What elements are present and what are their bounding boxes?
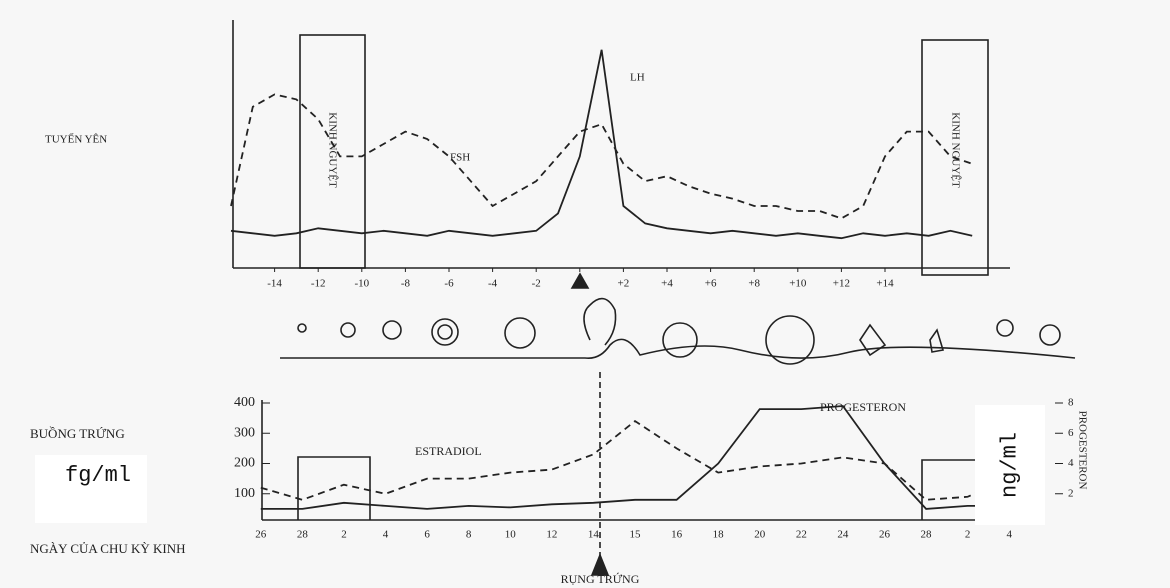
follicle [432, 319, 458, 345]
x-tick-label: 28 [297, 529, 309, 541]
y2-unit: ng/ml [998, 432, 1023, 498]
x-tick-label: 18 [713, 529, 725, 541]
y2-tick-label: 6 [1068, 427, 1074, 439]
follicle [505, 318, 535, 348]
series-line [231, 94, 972, 218]
corpus-albicans [930, 330, 943, 352]
x-tick-label: -10 [354, 278, 369, 290]
x-tick-label: -2 [532, 278, 541, 290]
page: {"chart_data": [ {"type": "line", "row_l… [0, 0, 1170, 588]
row-label: TUYẾN YÊN [45, 133, 107, 146]
x-axis-label: NGÀY CỦA CHU KỲ KINH [30, 541, 186, 556]
layout [233, 20, 1075, 575]
menses-label: KINH NGUYỆT [949, 112, 961, 188]
menses-box [922, 460, 975, 520]
ovary-line [280, 339, 1075, 358]
x-tick-label: 0 [577, 278, 583, 290]
y2-tick-label: 4 [1068, 457, 1074, 469]
y2-axis-label: PROGESTERON [1076, 411, 1088, 490]
x-tick-label: 22 [796, 529, 807, 541]
row-label: BUỒNG TRỨNG [30, 426, 125, 441]
x-tick-label: 26 [879, 529, 891, 541]
x-tick-label: 4 [1006, 529, 1012, 541]
y-tick-label: 100 [234, 486, 255, 501]
x-tick-label: +6 [705, 278, 717, 290]
series-line [231, 50, 972, 238]
y-unit: fg/ml [35, 455, 147, 523]
follicle [383, 321, 401, 339]
corpus-luteum [766, 316, 814, 364]
x-tick-label: +4 [661, 278, 673, 290]
x-tick-label: +14 [876, 278, 894, 290]
x-tick-label: 2 [341, 529, 347, 541]
series-label: PROGESTERON [820, 400, 906, 414]
follicle [438, 325, 452, 339]
x-tick-label: 24 [837, 529, 849, 541]
x-tick-label: +12 [833, 278, 850, 290]
menses-label: KINH NGUYỆT [326, 112, 338, 188]
x-tick-label: -14 [267, 278, 282, 290]
y-tick-label: 400 [234, 395, 255, 410]
series-label: LH [630, 72, 645, 84]
x-tick-label: 14 [588, 529, 600, 541]
follicle [341, 323, 355, 337]
follicle-rupture [584, 299, 616, 345]
x-tick-label: 8 [466, 529, 472, 541]
ovulation-label: RỤNG TRỨNG [561, 572, 640, 586]
y2-tick-label: 2 [1068, 487, 1074, 499]
y-tick-label: 200 [234, 456, 255, 471]
follicle [1040, 325, 1060, 345]
y2-tick-label: 8 [1068, 397, 1074, 409]
series-line [261, 421, 1009, 500]
x-tick-label: -4 [488, 278, 498, 290]
x-tick-label: 15 [630, 529, 642, 541]
series-label: FSH [450, 152, 470, 164]
x-tick-label: 20 [754, 529, 766, 541]
x-tick-label: 2 [965, 529, 971, 541]
x-tick-label: 6 [424, 529, 430, 541]
x-tick-label: 26 [255, 529, 267, 541]
series-label: ESTRADIOL [415, 444, 482, 458]
x-tick-label: 10 [505, 529, 517, 541]
x-tick-label: +10 [789, 278, 807, 290]
x-tick-label: 4 [383, 529, 389, 541]
y2-unit-box: ng/ml [975, 405, 1045, 525]
follicle [298, 324, 306, 332]
x-tick-label: -6 [444, 278, 454, 290]
x-tick-label: -8 [401, 278, 411, 290]
x-tick-label: 28 [921, 529, 933, 541]
follicle [997, 320, 1013, 336]
x-tick-label: 12 [546, 529, 557, 541]
x-tick-label: 16 [671, 529, 683, 541]
corpus-albicans [860, 325, 885, 355]
y-tick-label: 300 [234, 425, 255, 440]
corpus-luteum [663, 323, 697, 357]
x-tick-label: -12 [311, 278, 326, 290]
x-tick-label: +2 [618, 278, 630, 290]
x-tick-label: +8 [748, 278, 760, 290]
